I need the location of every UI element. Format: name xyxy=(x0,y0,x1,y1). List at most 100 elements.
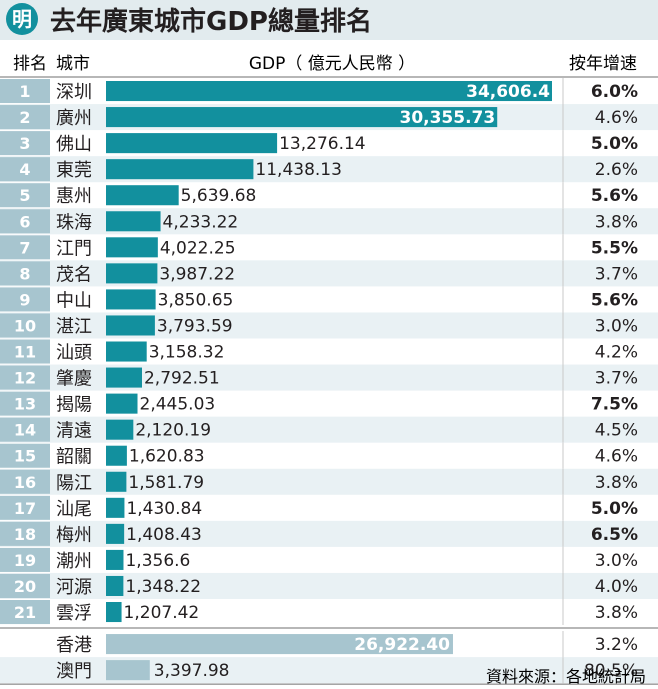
row-9-value-label: 3,850.65 xyxy=(158,290,234,310)
row-19-growth: 3.0% xyxy=(595,551,638,571)
row-11-rank: 11 xyxy=(14,343,36,362)
row-13-rank: 13 xyxy=(14,395,36,414)
row-18-stripe xyxy=(0,520,658,547)
row-14-rank-badge xyxy=(0,417,50,442)
row-17-value-label: 1,430.84 xyxy=(126,499,202,519)
row-10-growth: 3.0% xyxy=(595,316,638,336)
row-14-bar xyxy=(106,419,134,440)
row-12-city: 肇慶 xyxy=(56,369,92,390)
row-17-growth: 5.0% xyxy=(591,499,638,519)
header-rank: 排名 xyxy=(13,54,47,74)
row-12-stripe xyxy=(0,364,658,391)
row-1-bar xyxy=(106,81,552,102)
row-9-rank: 9 xyxy=(19,290,30,309)
row-4-city: 東莞 xyxy=(56,160,92,181)
row-10-bar xyxy=(106,315,155,336)
row-10-rank: 10 xyxy=(14,316,36,335)
row-5-rank: 5 xyxy=(19,186,30,205)
row-7-growth: 5.5% xyxy=(591,238,638,258)
row-21-growth: 3.8% xyxy=(595,603,638,623)
row-14-value-label: 2,120.19 xyxy=(135,421,211,441)
row-16-rank-badge xyxy=(0,469,50,494)
row-13-growth: 7.5% xyxy=(591,395,638,415)
row-19-rank-badge xyxy=(0,547,50,572)
row-15-value-label: 1,620.83 xyxy=(129,447,205,467)
header-gdp: GDP（ 億元人民幣 ） xyxy=(249,54,415,74)
row-2-rank: 2 xyxy=(19,108,30,127)
row-7-value-label: 4,022.25 xyxy=(160,238,236,258)
row-14-city: 清遠 xyxy=(56,421,92,442)
row-6-rank-badge xyxy=(0,209,50,234)
row-2-bar xyxy=(106,107,498,128)
row-21-bar xyxy=(106,602,122,623)
row-10-stripe xyxy=(0,312,658,339)
row-21-rank: 21 xyxy=(14,603,36,622)
row-12-bar xyxy=(106,367,142,388)
row-4-bar xyxy=(106,159,254,180)
row-10-rank-badge xyxy=(0,313,50,338)
row-1-rank: 1 xyxy=(19,82,30,101)
row-9-city: 中山 xyxy=(56,290,92,311)
row-20-rank-badge xyxy=(0,573,50,598)
row-4-rank-badge xyxy=(0,157,50,182)
row-20-stripe xyxy=(0,572,658,599)
row-8-value-label: 3,987.22 xyxy=(159,264,235,284)
row-3-city: 佛山 xyxy=(56,134,92,155)
row-5-rank-badge xyxy=(0,183,50,208)
row-9-growth: 5.6% xyxy=(591,290,638,310)
row-7-city: 江門 xyxy=(56,238,92,259)
row-15-city: 韶關 xyxy=(56,447,92,468)
header-growth: 按年增速 xyxy=(569,54,637,74)
row-11-bar xyxy=(106,341,147,362)
row-11-value-label: 3,158.32 xyxy=(149,343,225,363)
row-8-bar xyxy=(106,263,158,284)
extra-row-1-growth: 3.2% xyxy=(595,635,638,655)
row-3-rank: 3 xyxy=(19,134,30,153)
extra-row-2-city: 澳門 xyxy=(56,661,92,682)
row-1-rank-badge xyxy=(0,79,50,104)
row-8-growth: 3.7% xyxy=(595,264,638,284)
row-5-value-label: 5,639.68 xyxy=(181,186,257,206)
row-18-city: 梅州 xyxy=(56,525,92,546)
row-7-bar xyxy=(106,237,158,258)
row-21-city: 雲浮 xyxy=(56,603,92,624)
row-18-bar xyxy=(106,523,125,544)
row-8-city: 茂名 xyxy=(56,264,92,285)
row-21-value-label: 1,207.42 xyxy=(124,603,200,623)
row-3-value-label: 13,276.14 xyxy=(279,134,366,154)
row-13-bar xyxy=(106,393,138,414)
row-20-bar xyxy=(106,575,124,596)
row-12-value-label: 2,792.51 xyxy=(144,369,220,389)
row-19-city: 潮州 xyxy=(56,551,92,572)
row-17-rank: 17 xyxy=(14,499,36,518)
logo-mark: 明 xyxy=(12,7,32,31)
row-6-value-label: 4,233.22 xyxy=(163,212,239,232)
row-4-growth: 2.6% xyxy=(595,160,638,180)
row-16-city: 陽江 xyxy=(56,473,92,494)
extra-row-2-value-label: 3,397.98 xyxy=(154,661,230,681)
row-14-growth: 4.5% xyxy=(595,421,638,441)
row-16-value-label: 1,581.79 xyxy=(128,473,204,493)
row-20-growth: 4.0% xyxy=(595,577,638,597)
row-11-city: 汕頭 xyxy=(56,343,92,364)
row-18-rank-badge xyxy=(0,521,50,546)
row-1-value-label: 34,606.4 xyxy=(466,82,550,102)
source-note: 資料來源：各地統計局 xyxy=(486,667,646,686)
row-13-city: 揭陽 xyxy=(56,395,92,416)
title-band xyxy=(0,0,658,40)
row-20-city: 河源 xyxy=(56,577,92,598)
row-19-value-label: 1,356.6 xyxy=(125,551,190,571)
row-17-city: 汕尾 xyxy=(56,499,92,520)
extra-row-2-bar xyxy=(106,660,150,681)
row-16-bar xyxy=(106,471,127,492)
row-11-growth: 4.2% xyxy=(595,343,638,363)
row-13-value-label: 2,445.03 xyxy=(140,395,216,415)
row-3-rank-badge xyxy=(0,131,50,156)
row-5-growth: 5.6% xyxy=(591,186,638,206)
row-6-city: 珠海 xyxy=(56,212,92,233)
row-21-rank-badge xyxy=(0,600,50,625)
row-15-rank-badge xyxy=(0,443,50,468)
row-1-city: 深圳 xyxy=(56,82,92,103)
